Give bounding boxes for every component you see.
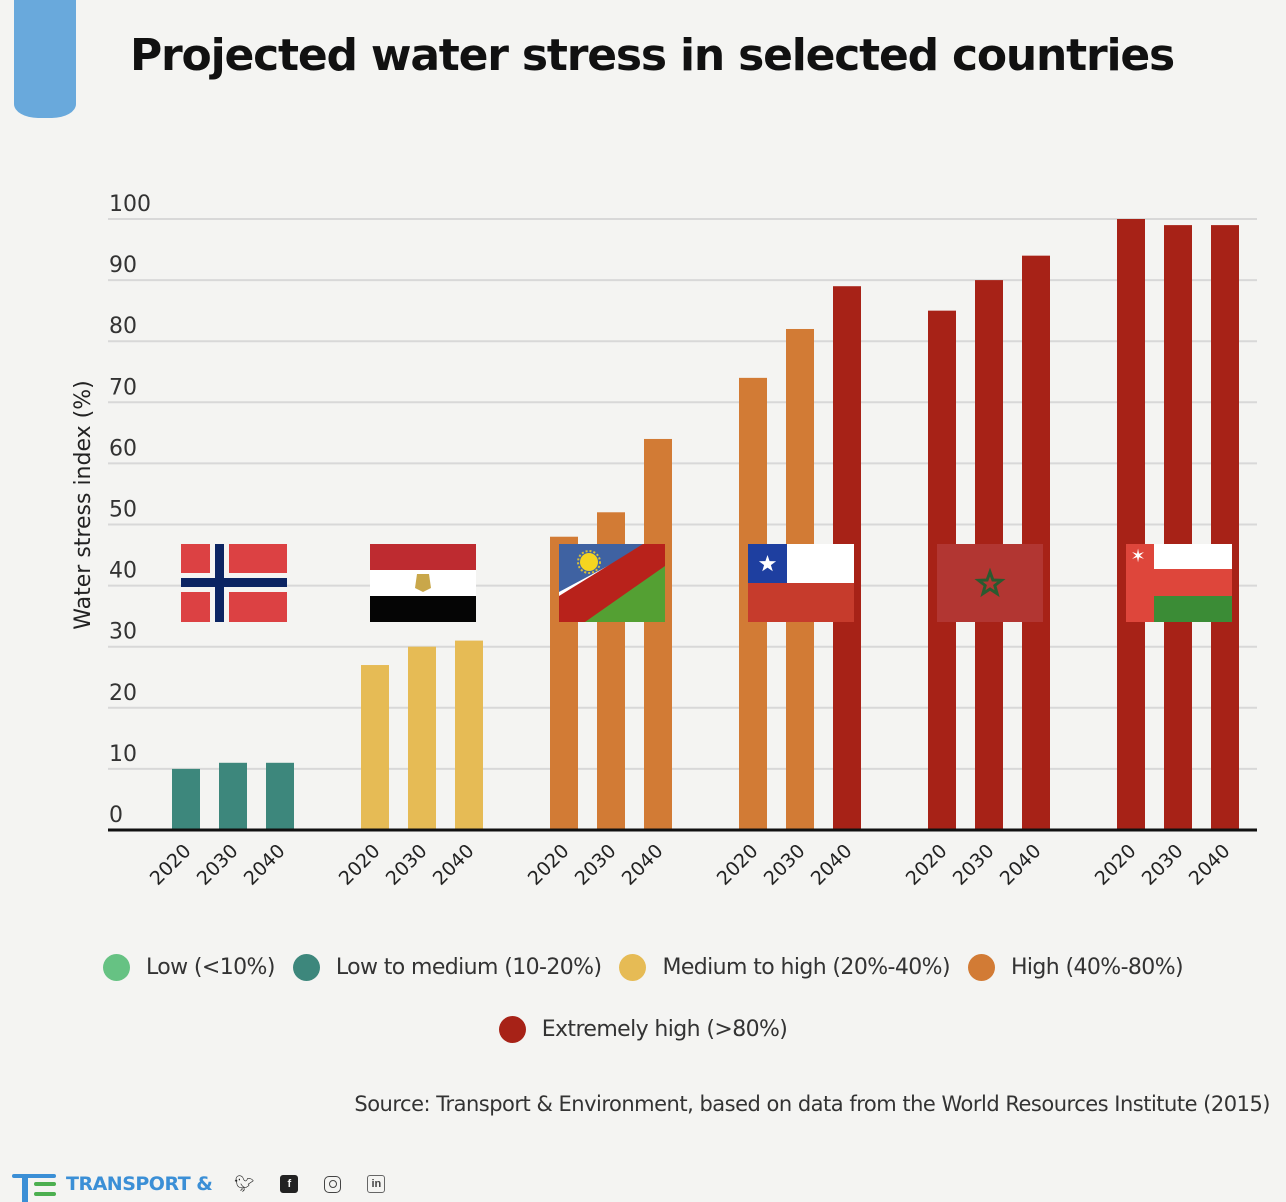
bar-namibia-2040	[644, 438, 672, 830]
chile-flag-icon	[748, 544, 854, 622]
logo-text: TRANSPORT &	[66, 1173, 213, 1195]
x-tick-label-oman-2030: 2030	[1138, 840, 1188, 890]
bar-norway-2030	[219, 762, 247, 830]
bar-morocco-2040	[1022, 255, 1050, 830]
x-tick-label-oman-2020: 2020	[1091, 840, 1141, 890]
x-tick-label-oman-2040: 2040	[1185, 840, 1235, 890]
twitter-icon[interactable]: 🐦︎	[234, 1176, 255, 1193]
instagram-icon[interactable]	[324, 1175, 342, 1193]
x-tick-label-chile-2040: 2040	[807, 840, 857, 890]
legend-item-high: High (40%-80%)	[967, 953, 1184, 981]
bar-oman-2030	[1164, 225, 1192, 831]
x-tick-label-namibia-2020: 2020	[524, 840, 574, 890]
x-tick-label-chile-2020: 2020	[713, 840, 763, 890]
chart-title: Projected water stress in selected count…	[130, 30, 1175, 81]
bar-oman-2020	[1117, 219, 1145, 830]
y-tick-label-0: 0	[109, 803, 123, 828]
svg-text:✶: ✶	[1130, 546, 1145, 567]
x-tick-label-egypt-2030: 2030	[382, 840, 432, 890]
bar-oman-2040	[1211, 225, 1239, 831]
x-tick-label-norway-2020: 2020	[146, 840, 196, 890]
legend-label-low-to-medium: Low to medium (10-20%)	[335, 954, 602, 980]
gridlines	[108, 218, 1257, 770]
x-tick-label-egypt-2020: 2020	[335, 840, 385, 890]
legend-label-high: High (40%-80%)	[1010, 954, 1184, 980]
namibia-flag-icon	[559, 544, 665, 622]
facebook-icon[interactable]: f	[280, 1175, 299, 1193]
x-tick-label-morocco-2030: 2030	[949, 840, 999, 890]
legend-item-medium-to-high: Medium to high (20%-40%)	[619, 953, 951, 981]
x-tick-label-norway-2030: 2030	[193, 840, 243, 890]
legend-dot-medium-to-high	[619, 953, 647, 981]
legend-dot-low-to-medium	[292, 953, 320, 981]
legend-label-extremely-high: Extremely high (>80%)	[541, 1016, 788, 1042]
y-tick-label-20: 20	[109, 681, 137, 706]
y-tick-label-90: 90	[109, 253, 137, 278]
x-tick-label-namibia-2030: 2030	[571, 840, 621, 890]
legend-row-2: Extremely high (>80%)	[0, 1007, 1286, 1051]
bar-egypt-2020	[361, 665, 389, 830]
oman-flag-icon: ✶	[1126, 544, 1232, 622]
legend: Low (<10%) Low to medium (10-20%) Medium…	[0, 945, 1286, 1069]
y-axis-title: Water stress index (%)	[71, 380, 96, 629]
legend-label-medium-to-high: Medium to high (20%-40%)	[662, 954, 950, 980]
legend-row-1: Low (<10%) Low to medium (10-20%) Medium…	[0, 945, 1286, 989]
y-tick-label-70: 70	[109, 375, 137, 400]
x-tick-label-egypt-2040: 2040	[429, 840, 479, 890]
flags: ✶	[181, 544, 1232, 622]
x-tick-label-morocco-2040: 2040	[996, 840, 1046, 890]
x-tick-label-norway-2040: 2040	[240, 840, 290, 890]
legend-item-low-to-medium: Low to medium (10-20%)	[292, 953, 602, 981]
legend-label-low: Low (<10%)	[146, 954, 275, 980]
footer: TRANSPORT & 🐦︎ f in	[12, 1170, 411, 1202]
y-tick-label-40: 40	[109, 559, 137, 584]
legend-dot-high	[967, 953, 995, 981]
x-tick-label-namibia-2040: 2040	[618, 840, 668, 890]
y-tick-labels: 0 10 20 30 40 50 60 70 80 90 100	[109, 192, 151, 828]
bar-norway-2020	[172, 768, 200, 830]
bar-egypt-2030	[408, 646, 436, 830]
source-note: Source: Transport & Environment, based o…	[354, 1092, 1270, 1116]
legend-dot-low	[103, 953, 130, 981]
accent-bar	[14, 0, 76, 118]
linkedin-icon[interactable]: in	[367, 1175, 386, 1193]
x-tick-label-chile-2030: 2030	[760, 840, 810, 890]
y-tick-label-80: 80	[109, 314, 137, 339]
norway-flag-icon	[181, 544, 287, 622]
egypt-flag-icon	[370, 544, 476, 622]
y-tick-label-30: 30	[109, 620, 137, 645]
legend-item-extremely-high: Extremely high (>80%)	[498, 1015, 788, 1043]
legend-dot-extremely-high	[498, 1015, 526, 1043]
morocco-flag-icon	[937, 544, 1043, 622]
bar-egypt-2040	[455, 640, 483, 830]
y-tick-label-100: 100	[109, 192, 151, 217]
x-tick-label-morocco-2020: 2020	[902, 840, 952, 890]
bar-norway-2040	[266, 762, 294, 830]
legend-item-low: Low (<10%)	[103, 953, 275, 981]
y-tick-label-10: 10	[109, 742, 137, 767]
y-tick-label-50: 50	[109, 498, 137, 523]
te-logo-icon	[12, 1170, 56, 1202]
y-tick-label-60: 60	[109, 436, 137, 461]
